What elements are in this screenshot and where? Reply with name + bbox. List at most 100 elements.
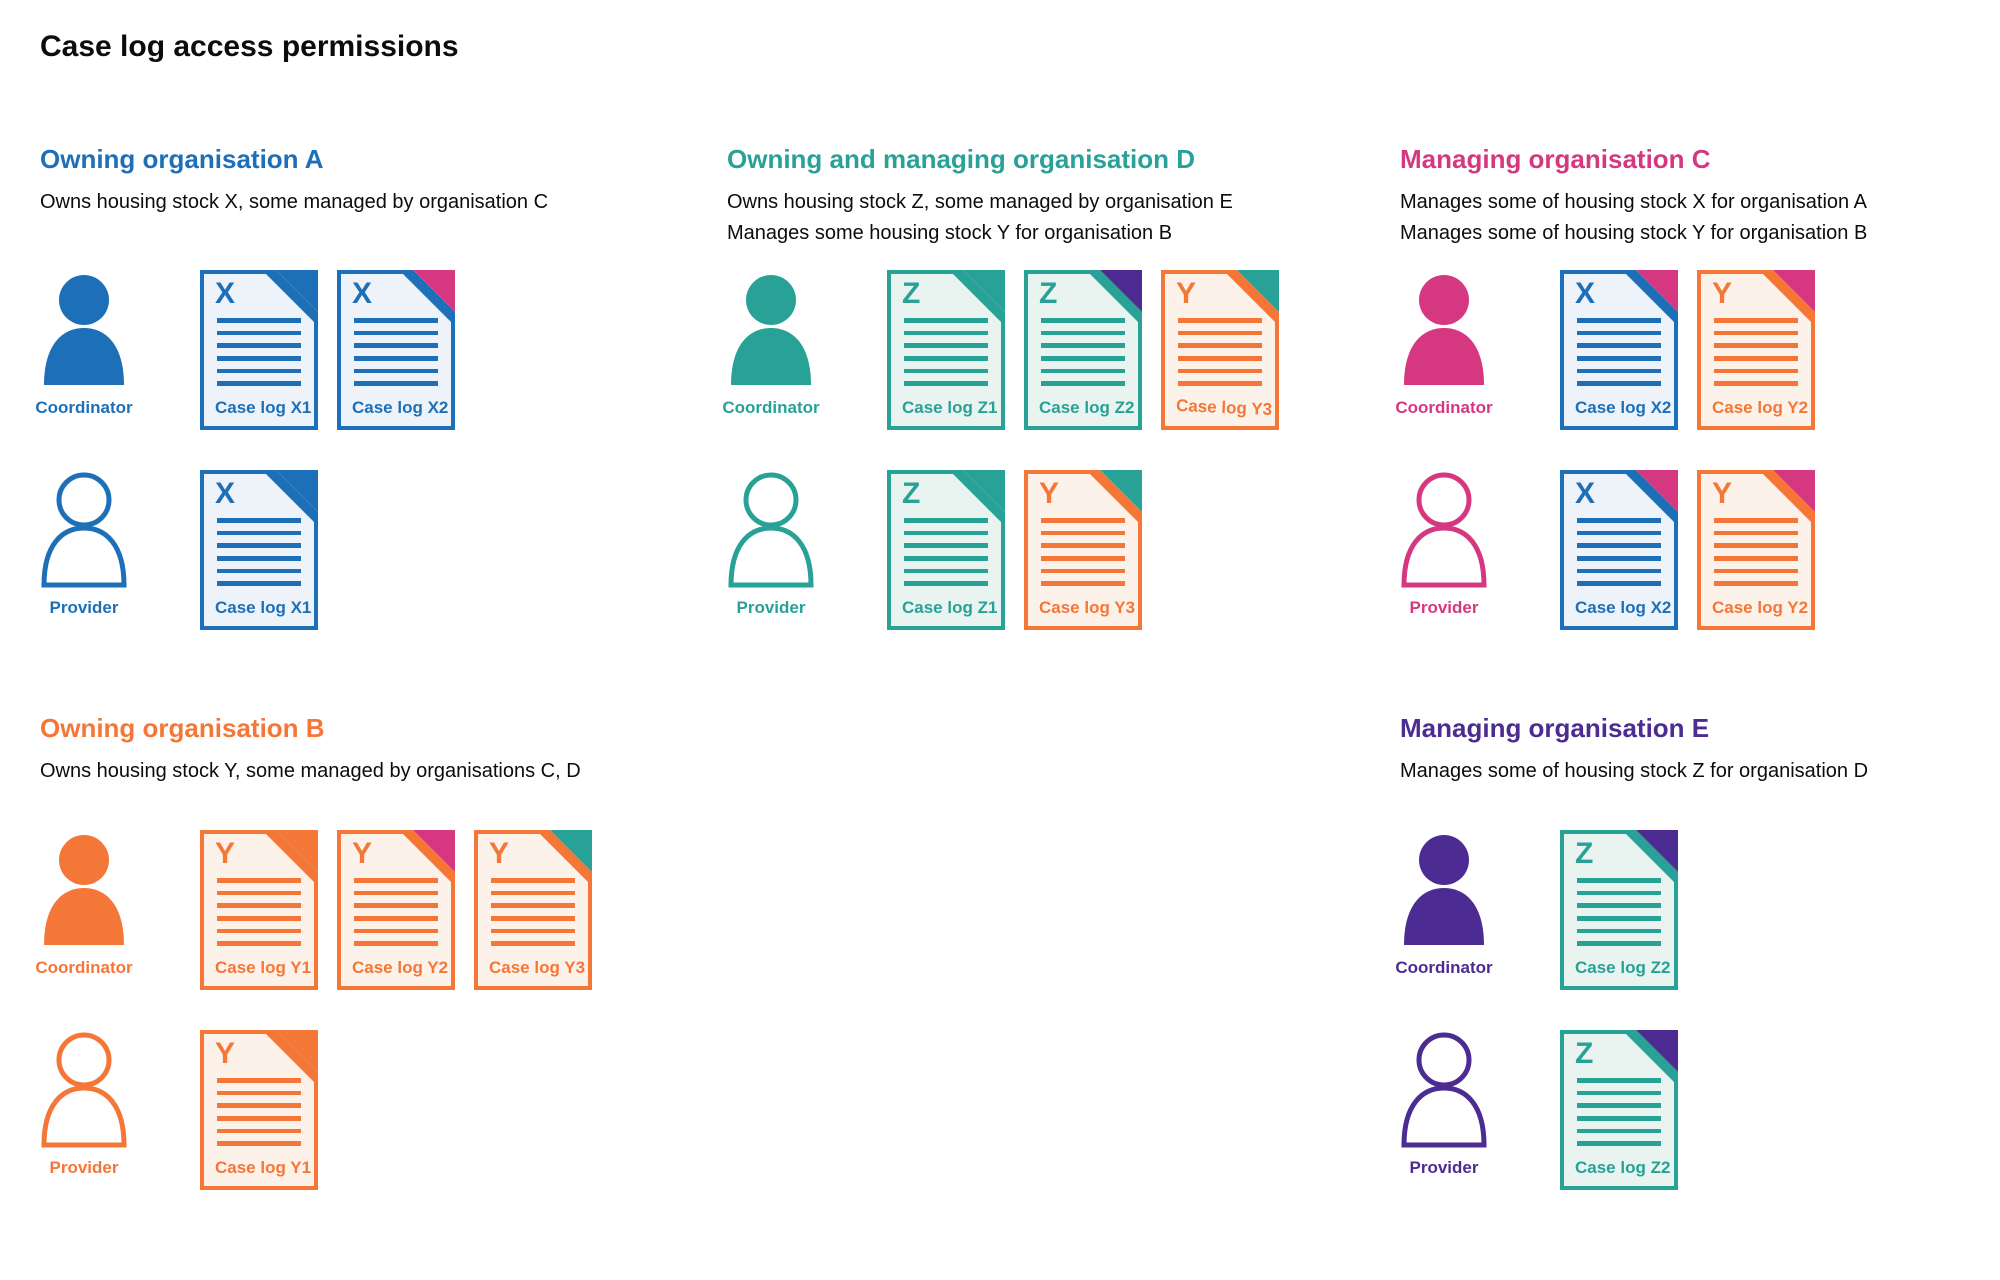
text-line — [354, 903, 438, 908]
text-line — [217, 568, 301, 574]
text-line — [1577, 1090, 1661, 1096]
permission-rows: Coordinator X Case log X2 Y Case log Y2 Provi… — [1395, 270, 1867, 630]
role-label: Coordinator — [35, 398, 133, 417]
page-title: Case log access permissions — [40, 30, 459, 63]
text-line — [1577, 318, 1661, 323]
provider-row: Provider X Case log X1 — [40, 470, 548, 630]
text-line — [1041, 381, 1125, 386]
text-line — [217, 356, 301, 361]
text-line — [217, 928, 301, 934]
text-line — [1577, 941, 1661, 946]
text-line — [491, 916, 575, 921]
stock-letter: Y — [1039, 477, 1060, 510]
provider-person: Provider — [40, 470, 200, 630]
case-log-document: Y Case log Y1 — [200, 830, 318, 990]
text-line — [1577, 1128, 1661, 1134]
coordinator-person: Coordinator — [1395, 830, 1560, 990]
section-managing-c: Managing organisation C Manages some of h… — [1395, 143, 1867, 630]
document-text-lines — [217, 318, 301, 386]
text-line — [1577, 916, 1661, 921]
case-log-documents: X Case log X2 Y Case log Y2 — [1560, 270, 1815, 430]
text-line — [217, 1078, 301, 1083]
provider-person: Provider — [1400, 1030, 1560, 1190]
text-line — [1041, 530, 1125, 536]
provider-icon — [41, 472, 127, 588]
text-line — [1178, 356, 1262, 361]
case-log-document: X Case log X1 — [200, 270, 318, 430]
text-line — [1714, 568, 1798, 574]
case-log-label: Case log Z2 — [1039, 398, 1135, 417]
text-line — [904, 318, 988, 323]
text-line — [1577, 878, 1661, 883]
stock-letter: Z — [1039, 277, 1058, 310]
text-line — [217, 890, 301, 896]
coordinator-row: Coordinator Z Case log Z1 Z Case log Z2 Y Case… — [722, 270, 1279, 430]
stock-letter: Y — [1712, 477, 1733, 510]
case-log-documents: Y Case log Y1 Y Case log Y2 Y Case log Y3 — [200, 830, 592, 990]
text-line — [217, 1141, 301, 1146]
text-line — [217, 381, 301, 386]
case-log-label: Case log X1 — [215, 398, 312, 417]
text-line — [354, 916, 438, 921]
text-line — [1041, 318, 1125, 323]
case-log-label: Case log Y2 — [352, 958, 449, 977]
case-log-document: X Case log X2 — [1560, 270, 1678, 430]
document-text-lines — [1577, 878, 1661, 946]
text-line — [1714, 343, 1798, 348]
case-log-document: Y Case log Y2 — [1697, 470, 1815, 630]
case-log-label: Case log Y2 — [1712, 398, 1809, 417]
text-line — [1178, 330, 1262, 336]
coordinator-icon — [731, 275, 811, 385]
provider-person: Provider — [727, 470, 887, 630]
section-heading: Managing organisation E — [1400, 713, 1710, 743]
provider-icon — [1401, 1032, 1487, 1148]
section-heading: Owning and managing organisation D — [727, 144, 1196, 174]
stock-letter: Y — [215, 1037, 236, 1070]
case-log-label: Case log Y3 — [1039, 598, 1136, 617]
stock-letter: X — [215, 277, 236, 310]
text-line — [1577, 556, 1661, 561]
case-log-document: Z Case log Z1 — [887, 470, 1005, 630]
section-heading: Owning organisation A — [40, 144, 324, 174]
stock-letter: X — [352, 277, 373, 310]
text-line — [217, 330, 301, 336]
coordinator-person: Coordinator — [35, 830, 200, 990]
text-line — [1178, 318, 1262, 323]
case-log-label: Case log Y3 — [489, 958, 586, 977]
case-log-documents: Z Case log Z2 — [1560, 830, 1678, 990]
case-log-documents: Z Case log Z1 Y Case log Y3 — [887, 470, 1142, 630]
text-line — [217, 903, 301, 908]
text-line — [217, 543, 301, 548]
text-line — [904, 356, 988, 361]
case-log-documents: Z Case log Z2 — [1560, 1030, 1678, 1190]
role-label: Coordinator — [1395, 398, 1493, 417]
text-line — [1714, 543, 1798, 548]
text-line — [1041, 368, 1125, 374]
text-line — [1178, 381, 1262, 386]
text-line — [904, 368, 988, 374]
text-line — [1577, 1141, 1661, 1146]
text-line — [904, 518, 988, 523]
case-log-label: Case log Y1 — [215, 958, 312, 977]
section-managing-e: Managing organisation E Manages some of h… — [1395, 712, 1868, 1190]
case-log-document: X Case log X2 — [337, 270, 455, 430]
provider-person: Provider — [40, 1030, 200, 1190]
text-line — [217, 518, 301, 523]
text-line — [1041, 356, 1125, 361]
text-line — [1041, 543, 1125, 548]
text-line — [354, 330, 438, 336]
role-label: Provider — [736, 598, 806, 617]
text-line — [491, 890, 575, 896]
text-line — [1714, 530, 1798, 536]
case-log-document: Y Case log Y2 — [337, 830, 455, 990]
coordinator-person: Coordinator — [722, 270, 887, 430]
document-text-lines — [217, 1078, 301, 1146]
text-line — [217, 368, 301, 374]
role-label: Provider — [1409, 598, 1479, 617]
provider-row: Provider Z Case log Z2 — [1400, 1030, 1868, 1190]
text-line — [1577, 890, 1661, 896]
case-log-document: Z Case log Z2 — [1560, 1030, 1678, 1190]
case-log-document: X Case log X2 — [1560, 470, 1678, 630]
stock-letter: X — [1575, 277, 1596, 310]
